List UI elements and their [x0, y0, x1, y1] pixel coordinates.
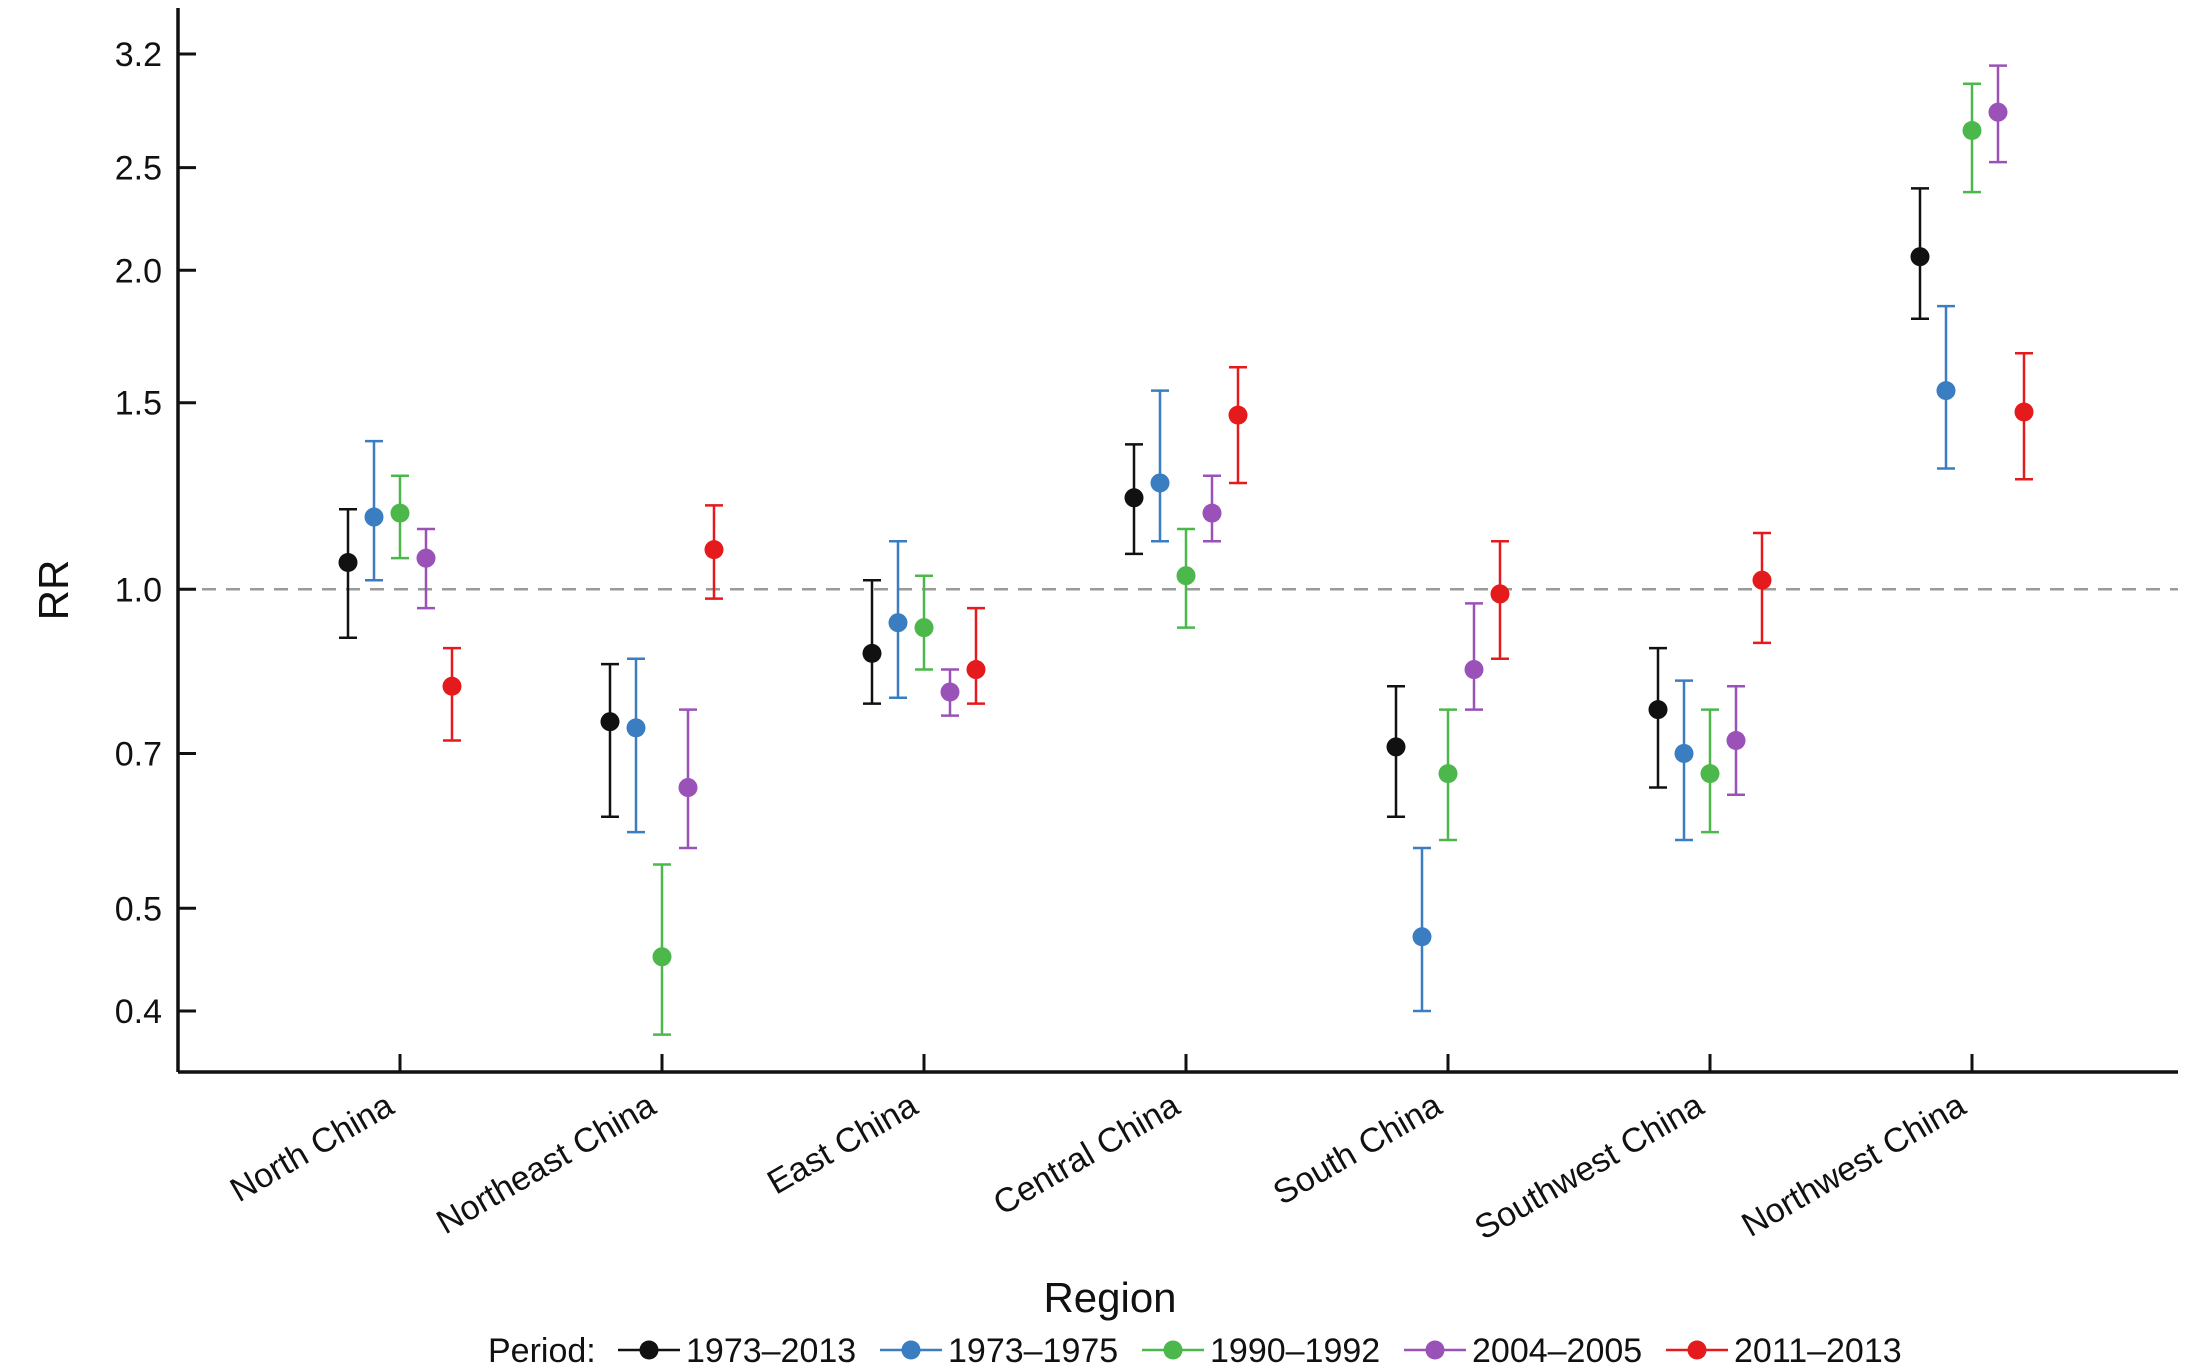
legend-label: 1973–2013 — [686, 1332, 856, 1365]
data-point — [2014, 402, 2034, 422]
data-point — [1988, 102, 2008, 122]
y-tick-label: 2.0 — [115, 252, 162, 290]
y-tick-label: 0.4 — [115, 993, 162, 1031]
data-point — [1124, 488, 1144, 508]
data-point — [1490, 584, 1510, 604]
data-point — [626, 718, 646, 738]
data-point — [1674, 743, 1694, 763]
data-point — [364, 507, 384, 527]
series-group — [390, 82, 1982, 1036]
x-category-label: Central China — [987, 1086, 1186, 1223]
legend-marker — [1425, 1340, 1445, 1360]
y-tick-label: 0.7 — [115, 735, 162, 773]
series-group — [416, 64, 2008, 850]
data-point — [1962, 120, 1982, 140]
data-point — [1464, 660, 1484, 680]
data-point — [888, 613, 908, 633]
data-point — [1700, 764, 1720, 784]
data-point — [966, 660, 986, 680]
data-point — [390, 503, 410, 523]
data-point — [1438, 764, 1458, 784]
y-tick-label: 1.5 — [115, 385, 162, 423]
data-point — [652, 947, 672, 967]
legend-title: Period: — [488, 1332, 596, 1365]
legend: Period: 1973–2013 1973–1975 1990–1992 2004–… — [488, 1332, 1902, 1370]
data-point — [1412, 927, 1432, 947]
data-point — [862, 643, 882, 663]
x-category-label: Northwest China — [1735, 1086, 1972, 1245]
data-point — [1752, 570, 1772, 590]
series-group — [338, 187, 1930, 819]
data-point — [1176, 566, 1196, 586]
y-tick-label: 0.5 — [115, 890, 162, 928]
data-point — [1386, 737, 1406, 757]
data-point — [338, 552, 358, 572]
x-category-label: Northeast China — [430, 1086, 662, 1242]
data-point — [1228, 405, 1248, 425]
data-point — [914, 618, 934, 638]
legend-marker — [901, 1340, 921, 1360]
legend-entry: 1990–1992 — [1142, 1332, 1380, 1370]
data-point — [1726, 730, 1746, 750]
legend-entry: 1973–1975 — [880, 1332, 1118, 1370]
legend-label: 2011–2013 — [1734, 1332, 1902, 1365]
data-point — [1936, 381, 1956, 401]
y-tick-label: 3.2 — [115, 36, 162, 74]
data-point — [678, 778, 698, 798]
data-point — [600, 712, 620, 732]
data-point — [704, 540, 724, 560]
legend-entry: 2004–2005 — [1404, 1332, 1642, 1370]
y-tick-label: 2.5 — [115, 150, 162, 188]
data-point — [1648, 700, 1668, 720]
legend-entry: 2011–2013 — [1666, 1332, 1902, 1370]
series-group — [364, 304, 1956, 1013]
legend-label: 1973–1975 — [948, 1332, 1118, 1365]
legend-label: 2004–2005 — [1472, 1332, 1642, 1365]
x-category-label: Southwest China — [1468, 1086, 1710, 1247]
legend-marker — [1687, 1340, 1707, 1360]
y-axis-title: RR — [30, 560, 77, 621]
legend-marker — [1163, 1340, 1183, 1360]
x-axis-title: Region — [1043, 1274, 1176, 1321]
legend-label: 1990–1992 — [1210, 1332, 1380, 1365]
data-point — [416, 548, 436, 568]
data-point — [940, 682, 960, 702]
data-point — [1910, 247, 1930, 267]
series-group — [442, 352, 2034, 742]
legend-marker — [639, 1340, 659, 1360]
legend-entry: 1973–2013 — [618, 1332, 856, 1370]
data-point — [442, 676, 462, 696]
x-category-label: South China — [1267, 1086, 1448, 1213]
data-point — [1150, 473, 1170, 493]
x-category-label: North China — [224, 1086, 400, 1210]
y-tick-label: 1.0 — [115, 571, 162, 609]
data-point — [1202, 503, 1222, 523]
x-category-label: East China — [761, 1086, 924, 1202]
